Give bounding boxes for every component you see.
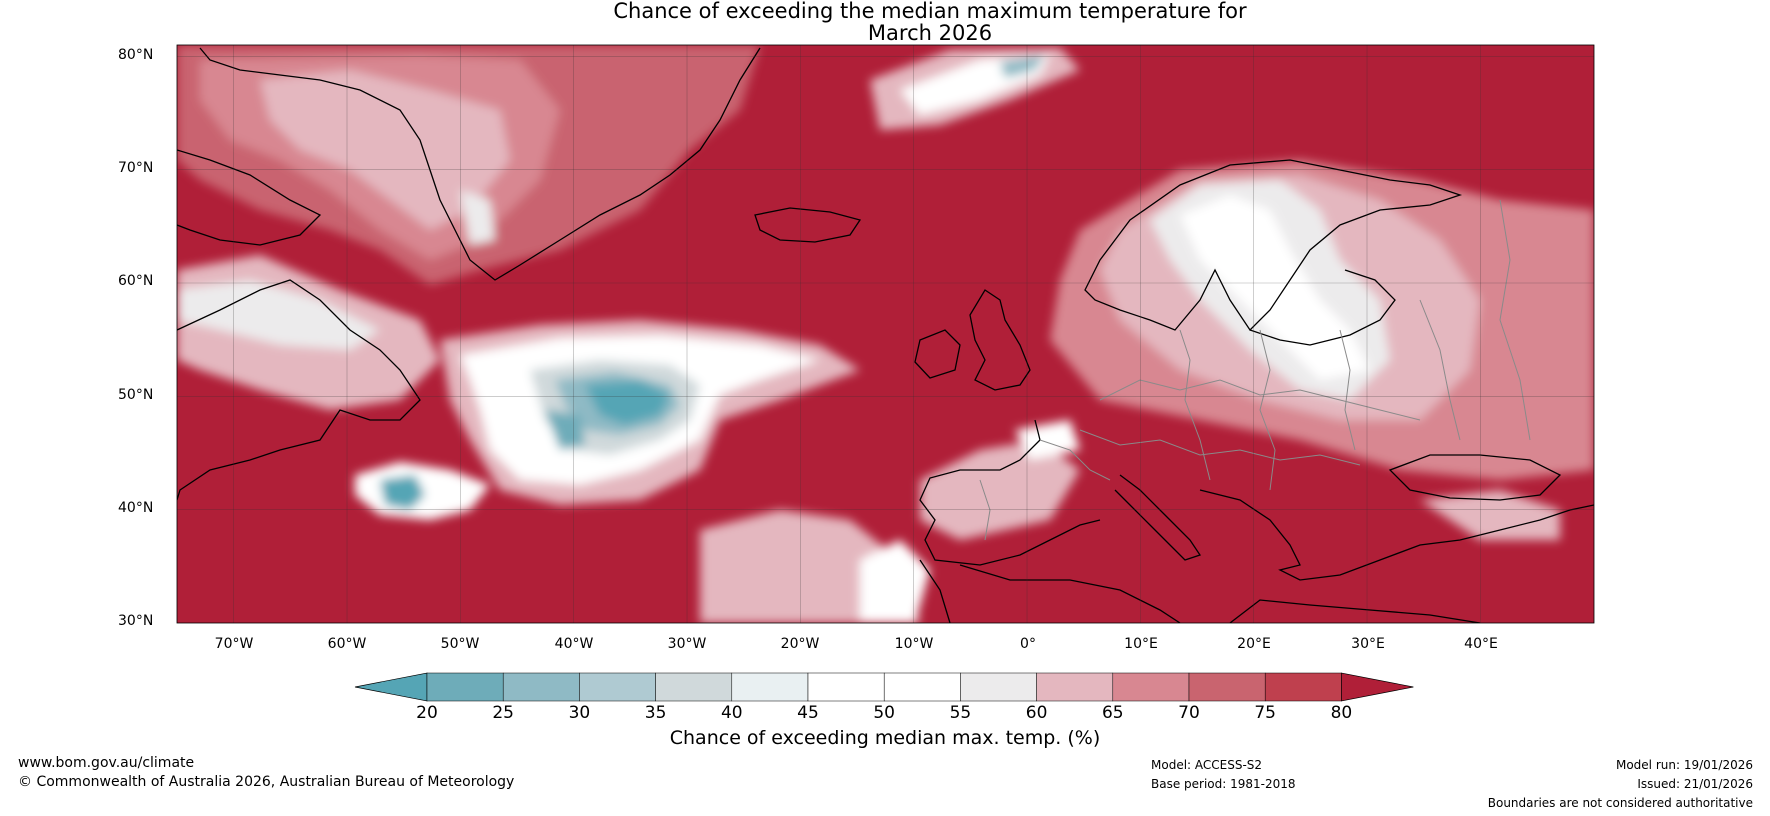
lat-label-60n: 60°N [118,273,154,289]
map-title-line1: Chance of exceeding the median maximum t… [613,0,1247,23]
colorbar-tick-label: 65 [1101,703,1124,723]
colorbar-tick-label: 70 [1178,703,1200,723]
field-20-atlantic-b [545,410,585,450]
coast-greenland [199,47,761,281]
colorbar-segment [1112,672,1190,702]
map-title-line2: March 2026 [867,21,993,45]
map-frame [176,44,1595,624]
colorbar-tick-label: 50 [873,703,895,723]
colorbar-segment [1188,672,1266,702]
lon-label-30e: 30°E [1351,636,1385,652]
coast-italy [1114,474,1202,561]
field-65-iberia [920,440,1080,540]
lon-label-70w: 70°W [214,636,254,652]
footer-model: Model: ACCESS-S2 [1151,758,1263,772]
lon-label-30w: 30°W [667,636,707,652]
coast-iceland [754,207,862,243]
field-50-scandinavia [1180,195,1370,380]
lon-label-40e: 40°E [1464,636,1498,652]
lon-label-10e: 10°E [1124,636,1158,652]
colorbar-segment [579,672,656,702]
field-55-africa [860,540,930,623]
footer-disclaimer: Boundaries are not considered authoritat… [1487,796,1753,810]
colorbar-tick-label: 35 [644,703,667,723]
colorbar-tick-label: 75 [1254,703,1276,723]
coast-europe-west [919,419,1101,566]
colorbar-segment [1264,672,1342,702]
lat-label-50n: 50°N [118,387,154,403]
field-65-turkey [1420,490,1560,540]
lon-label-20e: 20°E [1237,636,1271,652]
coast-ireland [914,329,961,379]
coast-baffin [177,149,322,246]
coast-scandinavia [1084,159,1463,332]
lon-label-60w: 60°W [327,636,367,652]
footer-url: www.bom.gov.au/climate [18,755,195,771]
colorbar-tick-label: 30 [568,703,591,723]
field-65-nw [260,70,510,230]
colorbar-segment [960,672,1037,702]
graticule [177,45,1594,623]
colorbar-tick-label: 25 [492,703,514,723]
lat-label-70n: 70°N [118,160,154,176]
lon-label-10w: 10°W [894,636,934,652]
lat-label-40n: 40°N [118,500,154,516]
footer-issued: Issued: 21/01/2026 [1637,777,1753,791]
colorbar-tick-label: 20 [416,703,438,723]
coastlines [177,47,1594,623]
field-55-labrador [177,280,380,350]
footer-base-period: Base period: 1981-2018 [1151,777,1296,791]
field-30-svalbard [1000,55,1045,78]
colorbar-tick-label: 40 [720,703,743,723]
colorbar-segment [655,672,733,702]
colorbar-arrow-low [354,672,428,702]
probability-field [177,45,1594,623]
coast-balkans [1199,489,1594,581]
field-55-france [1015,420,1080,460]
colorbar-tick-label: 80 [1330,703,1353,723]
coast-britain [969,289,1031,391]
colorbar-tick-label: 60 [1025,703,1048,723]
colorbar-segment [426,672,504,702]
field-20-atlantic [585,380,670,425]
coast-black-sea [1388,454,1562,501]
colorbar-tick-label: 55 [949,703,972,723]
coast-north-africa [919,559,1481,623]
footer-copyright: © Commonwealth of Australia 2026, Austra… [18,774,515,790]
field-60-nw [460,190,495,245]
colorbar-arrow-high [1341,672,1414,702]
lon-label-20w: 20°W [780,636,820,652]
lat-label-80n: 80°N [118,47,154,63]
field-25-newfoundland [380,475,425,510]
colorbar-segment [731,672,809,702]
colorbar-segment [1036,672,1114,702]
coast-baltic [1249,269,1396,346]
colorbar [354,672,1414,702]
lat-label-30n: 30°N [118,613,154,629]
country-borders [979,199,1531,541]
colorbar-segment [807,672,885,702]
lon-label-0: 0° [1020,636,1036,652]
colorbar-segment [502,672,580,702]
lon-label-40w: 40°W [554,636,594,652]
lon-label-50w: 50°W [440,636,480,652]
coast-labrador [177,279,421,501]
colorbar-title: Chance of exceeding median max. temp. (%… [669,727,1101,749]
footer-model-run: Model run: 19/01/2026 [1615,758,1753,772]
colorbar-segment [883,672,961,702]
colorbar-tick-label: 45 [797,703,819,723]
